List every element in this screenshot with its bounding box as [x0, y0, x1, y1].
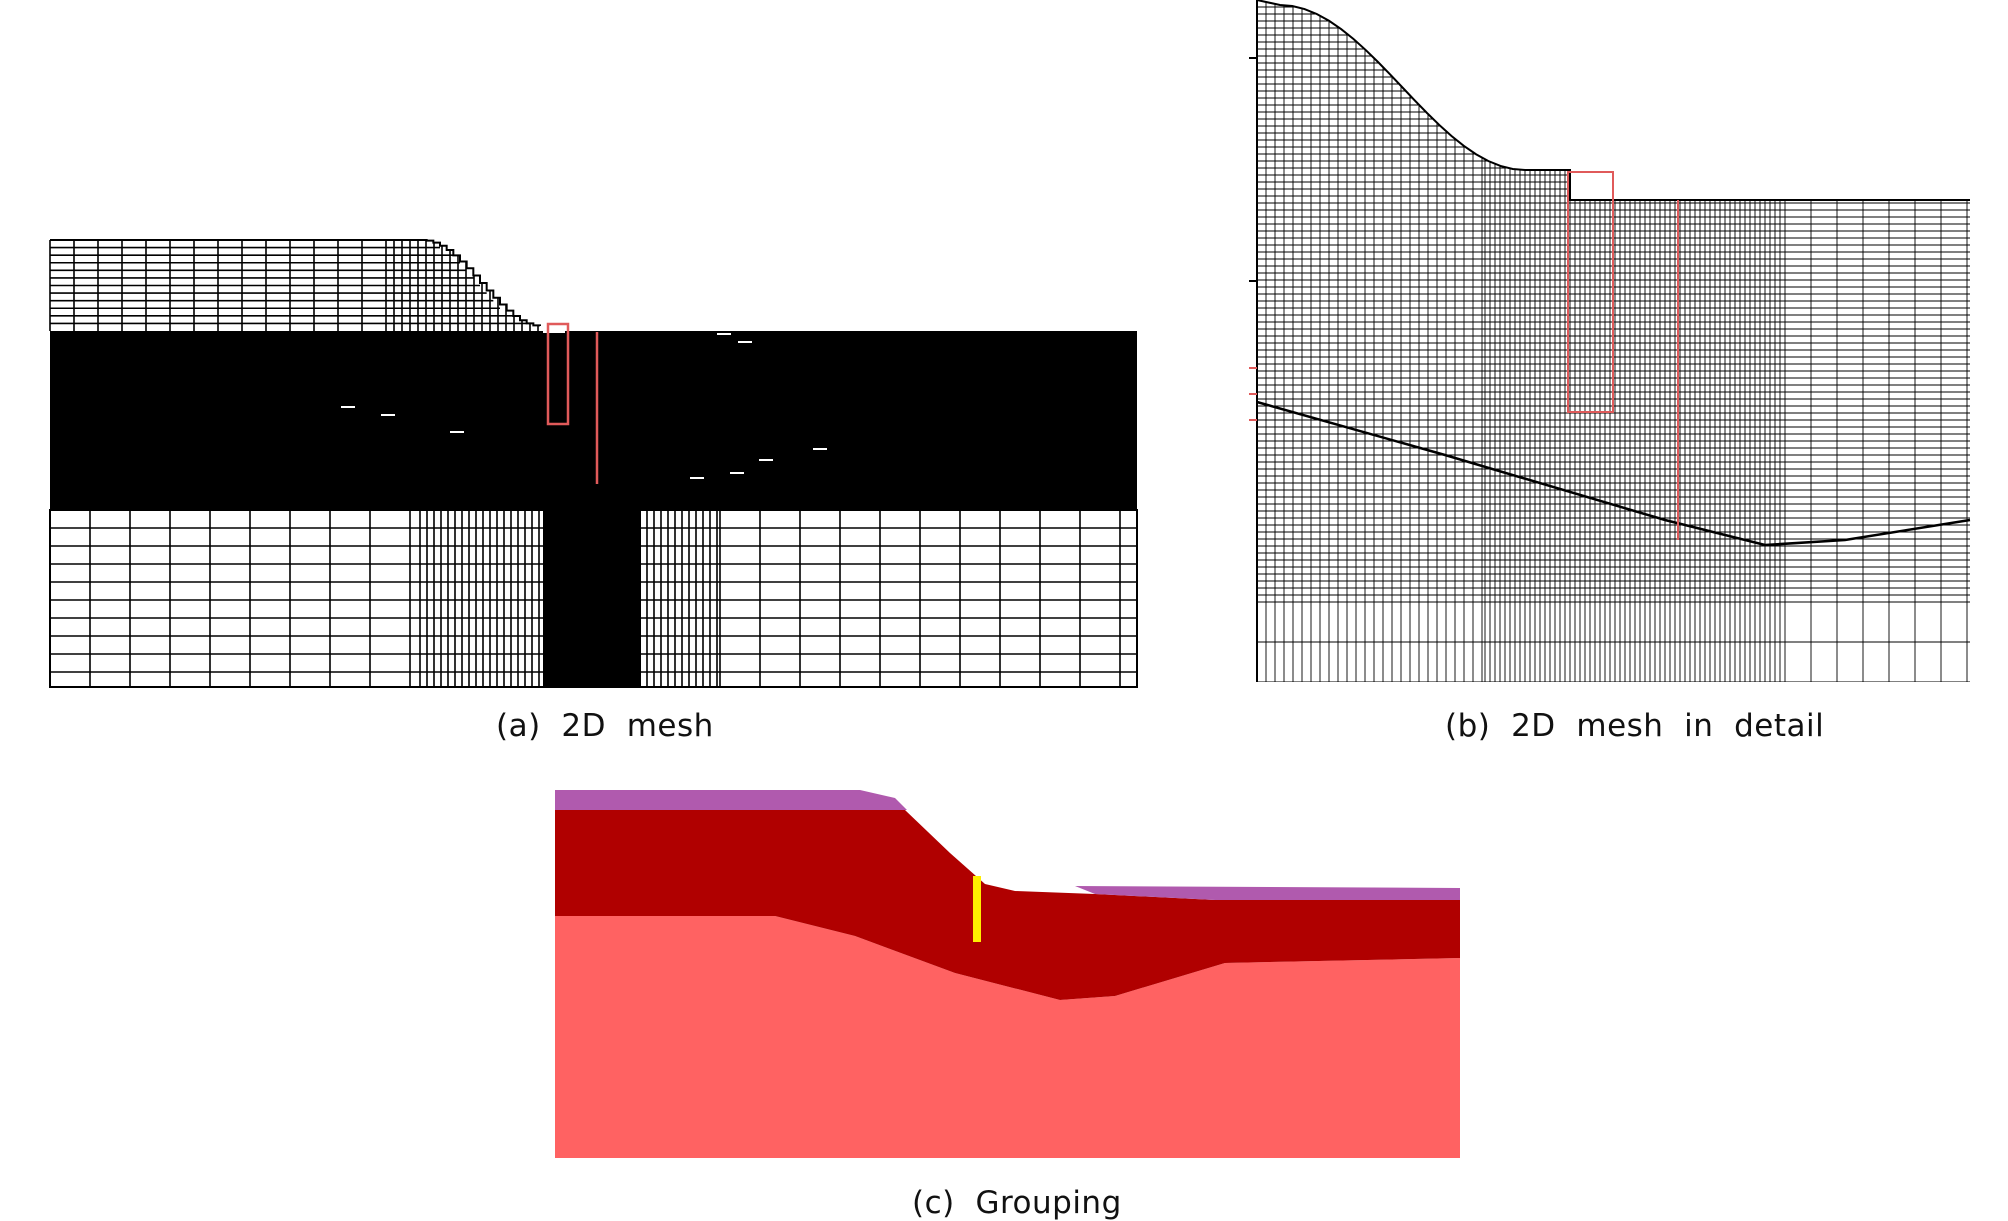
caption-b: (b) 2D mesh in detail [1445, 708, 1825, 744]
mesh-gap-mark [738, 341, 752, 343]
pile-outline-left [546, 322, 570, 426]
group-base-soil [555, 916, 1460, 1158]
slope-outline [50, 239, 541, 327]
grouping-diagram [555, 788, 1460, 1158]
mesh-gap-mark [690, 477, 704, 479]
dense-middle-layer [50, 331, 1137, 510]
mesh-gap-mark [450, 431, 464, 433]
upper-layer-mesh-lines [49, 239, 539, 331]
group-middle-soil [555, 810, 1460, 1000]
mesh-diagram-a [49, 239, 1138, 688]
mesh-gap-mark [759, 459, 773, 461]
mesh-gap-mark [813, 448, 827, 450]
mesh-diagram-b [1249, 0, 1971, 682]
layer-boundary-line [1256, 400, 1971, 547]
dense-pile-column [543, 510, 641, 687]
group-pile [973, 876, 981, 942]
caption-c: (c) Grouping [912, 1185, 1122, 1221]
mesh-gap-mark [341, 406, 355, 408]
group-surface-soil-right [1075, 886, 1460, 900]
caption-a: (a) 2D mesh [496, 708, 714, 744]
pile-cap-gap [543, 325, 565, 333]
panel-b-2d-mesh-detail [1245, 0, 1975, 690]
panel-a-2d-mesh [40, 232, 1140, 692]
pile-outline-box [1567, 171, 1614, 413]
mesh-gap-mark [717, 333, 731, 335]
group-surface-soil-left [555, 790, 907, 810]
panel-c-grouping [555, 788, 1460, 1158]
mesh-gap-mark [381, 414, 395, 416]
ground-surface-line [1256, 0, 1970, 201]
mesh-gap-mark [730, 472, 744, 474]
